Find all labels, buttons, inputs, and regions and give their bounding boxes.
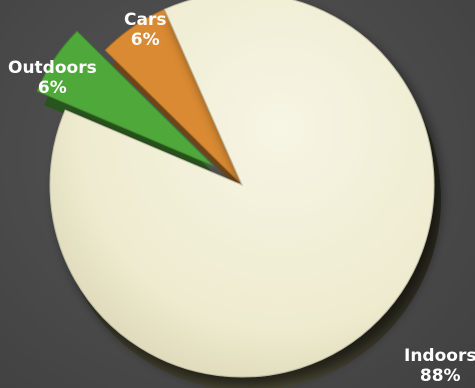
- slice-label-outdoors: Outdoors 6%: [8, 58, 97, 98]
- slice-label-cars: Cars 6%: [124, 10, 166, 50]
- pie-slice-outdoors: [36, 30, 215, 167]
- slice-value-outdoors: 6%: [37, 78, 67, 98]
- slice-name-indoors: Indoors: [404, 346, 475, 366]
- slice-label-indoors: Indoors 88%: [404, 346, 475, 386]
- slice-name-cars: Cars: [124, 10, 167, 30]
- pie-slice-indoors: [49, 0, 435, 378]
- slice-name-outdoors: Outdoors: [8, 58, 97, 78]
- slice-value-cars: 6%: [130, 30, 160, 50]
- slice-value-indoors: 88%: [419, 366, 461, 386]
